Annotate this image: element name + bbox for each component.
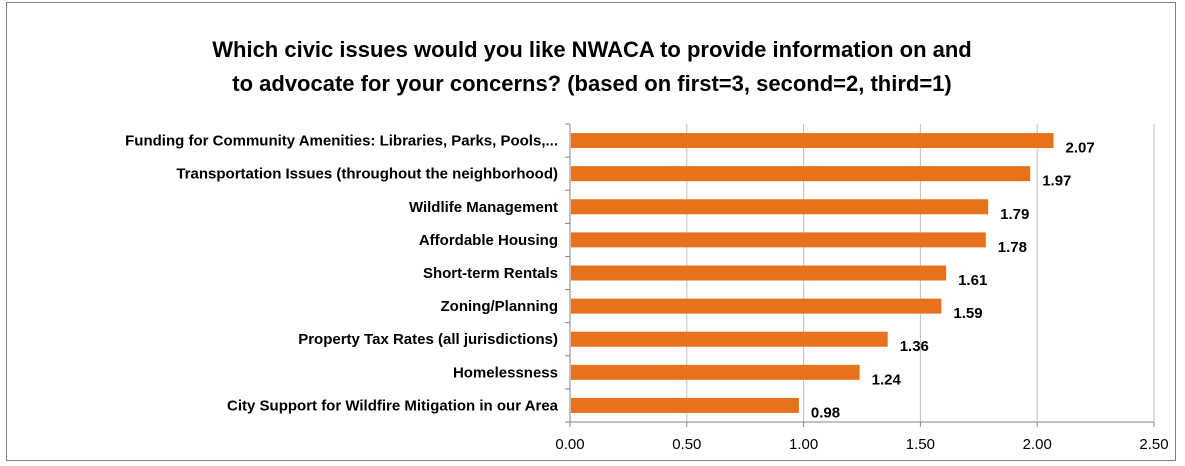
category-label: Affordable Housing — [419, 232, 558, 249]
bar — [571, 331, 888, 347]
category-label: Wildlife Management — [409, 199, 558, 216]
x-tick-label: 1.00 — [789, 436, 818, 453]
category-label: Property Tax Rates (all jurisdictions) — [298, 331, 558, 348]
data-label: 1.61 — [958, 272, 987, 289]
category-label: Transportation Issues (throughout the ne… — [176, 166, 558, 183]
x-tick-label: 2.00 — [1023, 436, 1052, 453]
bar — [571, 364, 860, 380]
data-label: 2.07 — [1066, 140, 1095, 157]
category-label: Funding for Community Amenities: Librari… — [125, 133, 558, 150]
data-label: 1.24 — [872, 371, 902, 388]
data-label: 1.97 — [1042, 173, 1071, 190]
x-tick-label: 0.00 — [555, 436, 584, 453]
category-label: Short-term Rentals — [423, 265, 558, 282]
x-tick-label: 0.50 — [672, 436, 701, 453]
bar — [571, 133, 1054, 149]
bar — [571, 232, 986, 248]
x-tick-label: 1.50 — [906, 436, 935, 453]
chart-title: Which civic issues would you like NWACA … — [212, 37, 972, 96]
bar — [571, 265, 947, 281]
category-label: Zoning/Planning — [441, 298, 558, 315]
category-label: City Support for Wildfire Mitigation in … — [227, 397, 559, 414]
bar — [571, 298, 942, 314]
data-label: 1.59 — [953, 305, 982, 322]
data-label: 1.36 — [900, 338, 929, 355]
bar — [571, 166, 1031, 182]
chart-frame: Which civic issues would you like NWACA … — [6, 2, 1176, 461]
data-label: 1.79 — [1000, 206, 1029, 223]
category-label: Homelessness — [453, 364, 558, 381]
bar — [571, 397, 799, 413]
x-tick-label: 2.50 — [1139, 436, 1168, 453]
bar — [571, 199, 989, 215]
data-label: 0.98 — [811, 404, 840, 421]
bar-chart: 0.00 0.50 1.00 1.50 2.00 2.50 Funding for Comm… — [125, 123, 1169, 453]
data-label: 1.78 — [998, 239, 1027, 256]
